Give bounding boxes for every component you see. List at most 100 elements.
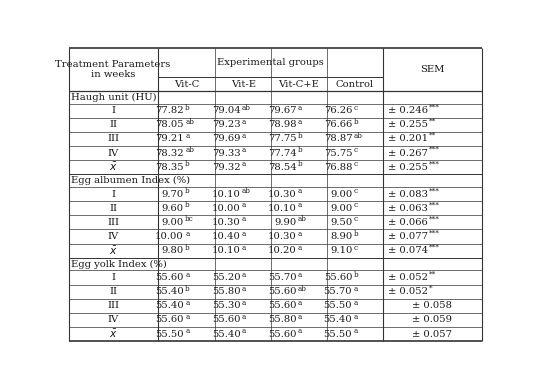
Text: ***: *** <box>429 229 440 238</box>
Text: ***: *** <box>429 201 440 209</box>
Text: 55.80: 55.80 <box>212 287 241 296</box>
Text: ± 0.201: ± 0.201 <box>388 134 428 143</box>
Text: I: I <box>111 189 115 199</box>
Text: a: a <box>185 132 189 140</box>
Text: a: a <box>242 327 246 335</box>
Text: ab: ab <box>298 215 306 223</box>
Text: ab: ab <box>353 132 362 140</box>
Text: 55.60: 55.60 <box>268 330 296 338</box>
Text: a: a <box>298 229 302 238</box>
Text: 55.70: 55.70 <box>324 287 352 296</box>
Text: a: a <box>298 201 302 209</box>
Text: 8.90: 8.90 <box>330 232 352 241</box>
Text: ± 0.058: ± 0.058 <box>412 301 452 310</box>
Text: a: a <box>242 271 246 279</box>
Text: a: a <box>242 160 246 168</box>
Text: b: b <box>353 118 358 126</box>
Text: SEM: SEM <box>420 65 445 74</box>
Text: 76.26: 76.26 <box>324 106 352 115</box>
Text: a: a <box>242 118 246 126</box>
Text: b: b <box>185 187 190 195</box>
Text: c: c <box>353 244 358 252</box>
Text: 55.40: 55.40 <box>155 287 184 296</box>
Text: 76.88: 76.88 <box>324 163 352 172</box>
Text: 79.23: 79.23 <box>212 120 241 129</box>
Text: Haugh unit (HU): Haugh unit (HU) <box>71 93 156 102</box>
Text: 10.40: 10.40 <box>212 232 241 241</box>
Text: 55.70: 55.70 <box>268 273 296 282</box>
Text: a: a <box>298 187 302 195</box>
Text: b: b <box>185 160 190 168</box>
Text: 10.20: 10.20 <box>268 246 296 255</box>
Text: 55.50: 55.50 <box>324 330 352 338</box>
Text: 9.70: 9.70 <box>161 189 184 199</box>
Text: c: c <box>353 146 358 154</box>
Text: $\bar{x}$: $\bar{x}$ <box>109 161 117 173</box>
Text: c: c <box>353 215 358 223</box>
Text: a: a <box>185 313 189 321</box>
Text: 10.30: 10.30 <box>212 218 241 227</box>
Text: Egg albumen Index (%): Egg albumen Index (%) <box>71 176 190 185</box>
Text: 78.05: 78.05 <box>155 120 184 129</box>
Text: 10.10: 10.10 <box>268 204 296 213</box>
Text: II: II <box>109 287 117 296</box>
Text: III: III <box>107 218 119 227</box>
Text: III: III <box>107 301 119 310</box>
Text: 10.10: 10.10 <box>212 189 241 199</box>
Text: 9.00: 9.00 <box>330 204 352 213</box>
Text: $\bar{x}$: $\bar{x}$ <box>109 328 117 340</box>
Text: ***: *** <box>429 104 440 112</box>
Text: 55.30: 55.30 <box>212 301 241 310</box>
Text: a: a <box>242 313 246 321</box>
Text: Control: Control <box>336 80 374 89</box>
Text: I: I <box>111 273 115 282</box>
Text: b: b <box>298 146 302 154</box>
Text: ***: *** <box>429 160 440 168</box>
Text: *: * <box>429 285 433 293</box>
Text: b: b <box>185 285 190 293</box>
Text: a: a <box>353 285 358 293</box>
Text: a: a <box>298 327 302 335</box>
Text: 9.90: 9.90 <box>274 218 296 227</box>
Text: b: b <box>353 229 358 238</box>
Text: c: c <box>353 104 358 112</box>
Text: ***: *** <box>429 244 440 252</box>
Text: b: b <box>353 271 358 279</box>
Text: ± 0.063: ± 0.063 <box>388 204 428 213</box>
Text: 79.21: 79.21 <box>155 134 184 143</box>
Text: a: a <box>185 299 189 307</box>
Text: Experimental groups: Experimental groups <box>217 58 324 67</box>
Text: 77.74: 77.74 <box>268 149 296 157</box>
Text: 9.00: 9.00 <box>330 189 352 199</box>
Text: 10.30: 10.30 <box>268 232 296 241</box>
Text: a: a <box>242 132 246 140</box>
Text: IV: IV <box>108 232 119 241</box>
Text: Egg yolk Index (%): Egg yolk Index (%) <box>71 259 167 269</box>
Text: **: ** <box>429 118 437 126</box>
Text: 55.60: 55.60 <box>324 273 352 282</box>
Text: II: II <box>109 120 117 129</box>
Text: 55.60: 55.60 <box>156 315 184 325</box>
Text: 76.66: 76.66 <box>324 120 352 129</box>
Text: b: b <box>298 132 302 140</box>
Text: ***: *** <box>429 187 440 195</box>
Text: 9.00: 9.00 <box>161 218 184 227</box>
Text: b: b <box>298 160 302 168</box>
Text: ± 0.083: ± 0.083 <box>388 189 428 199</box>
Text: a: a <box>242 299 246 307</box>
Text: Vit-E: Vit-E <box>231 80 256 89</box>
Text: ***: *** <box>429 146 440 154</box>
Text: 55.40: 55.40 <box>324 315 352 325</box>
Text: IV: IV <box>108 315 119 325</box>
Text: 78.32: 78.32 <box>155 149 184 157</box>
Text: Treatment Parameters
in weeks: Treatment Parameters in weeks <box>55 60 171 79</box>
Text: 75.75: 75.75 <box>324 149 352 157</box>
Text: 10.10: 10.10 <box>212 246 241 255</box>
Text: 10.00: 10.00 <box>155 232 184 241</box>
Text: 10.30: 10.30 <box>268 189 296 199</box>
Text: ab: ab <box>185 146 194 154</box>
Text: a: a <box>242 229 246 238</box>
Text: 77.75: 77.75 <box>268 134 296 143</box>
Text: ab: ab <box>242 104 251 112</box>
Text: a: a <box>242 215 246 223</box>
